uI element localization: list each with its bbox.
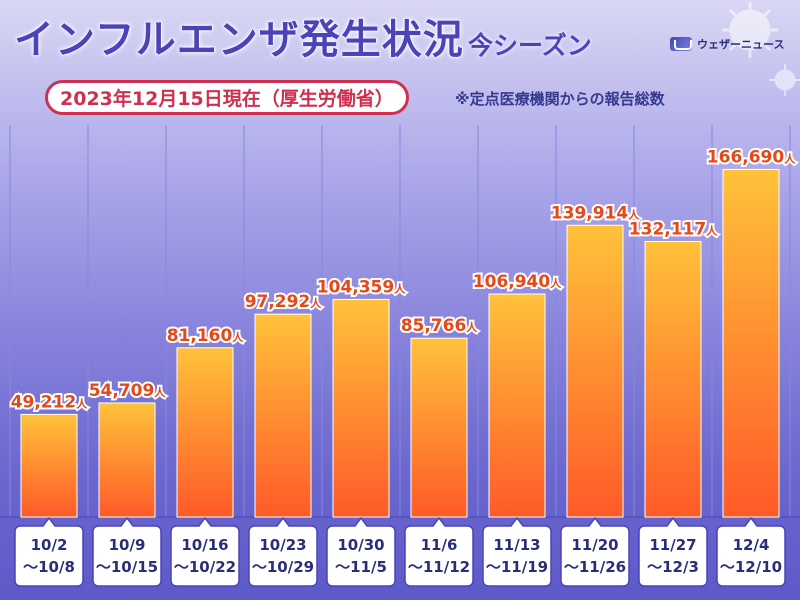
source-note: ※定点医療機関からの報告総数 [455,90,665,108]
title-block: インフルエンザ発生状況 [14,14,464,66]
x-tick-box [14,516,84,587]
bar-value-label: 132,117人 [629,220,718,240]
x-tick-label: 〜10/15 [96,558,158,576]
x-tick-label: 10/23 [259,536,306,554]
chart-title: インフルエンザ発生状況 [14,17,464,64]
x-tick-label: 11/27 [649,536,696,554]
bar [176,347,234,518]
x-tick-box [716,516,786,587]
x-tick-label: 〜12/10 [720,558,782,576]
x-tick-box [638,516,708,587]
bar [332,298,390,518]
x-tick-label: 10/30 [337,536,384,554]
x-tick-label: 〜10/22 [174,558,236,576]
brand-mark-icon [670,37,692,51]
virus-decoration-icon [722,2,800,96]
x-tick-label: 〜11/5 [335,558,387,576]
x-tick-label: 10/9 [109,536,146,554]
x-tick-box [248,516,318,587]
x-tick-label: 〜10/8 [23,558,75,576]
x-tick-label: 〜12/3 [647,558,699,576]
bar [20,413,78,518]
x-tick-label: 11/20 [571,536,618,554]
x-tick-label: 12/4 [733,536,770,554]
bar [254,313,312,518]
x-tick-box [326,516,396,587]
chart-subtitle: 今シーズン [468,31,592,60]
x-tick-box [92,516,162,587]
bar-value-label: 166,690人 [707,147,796,167]
bar-value-label: 85,766人 [401,316,479,336]
x-tick-label: 〜11/12 [408,558,470,576]
x-tick-label: 10/16 [181,536,228,554]
x-tick-box [482,516,552,587]
date-badge: 2023年12月15日現在（厚生労働省） [45,80,409,115]
bar-value-label: 104,359人 [317,277,406,297]
x-tick-box [560,516,630,587]
x-tick-label: 11/6 [421,536,458,554]
x-tick-label: 〜10/29 [252,558,314,576]
brand-name: ウェザーニュース [697,38,785,51]
bar-value-label: 106,940人 [473,272,562,292]
bar [644,241,702,518]
bar [722,168,780,518]
bar-value-label: 54,709人 [89,381,167,401]
bar [98,402,156,518]
bar-value-label: 49,212人 [11,392,89,412]
x-tick-label: 〜11/19 [486,558,548,576]
bar-value-label: 97,292人 [245,292,323,312]
brand-logo: ウェザーニュース [670,36,784,52]
bar [410,337,468,518]
x-tick-label: 11/13 [493,536,540,554]
x-tick-label: 10/2 [31,536,68,554]
x-tick-label: 〜11/26 [564,558,626,576]
bar [488,293,546,518]
bar-value-label: 81,160人 [167,326,245,346]
x-tick-box [170,516,240,587]
bar-value-label: 139,914人 [551,203,640,223]
bar [566,224,624,518]
x-tick-box [404,516,474,587]
